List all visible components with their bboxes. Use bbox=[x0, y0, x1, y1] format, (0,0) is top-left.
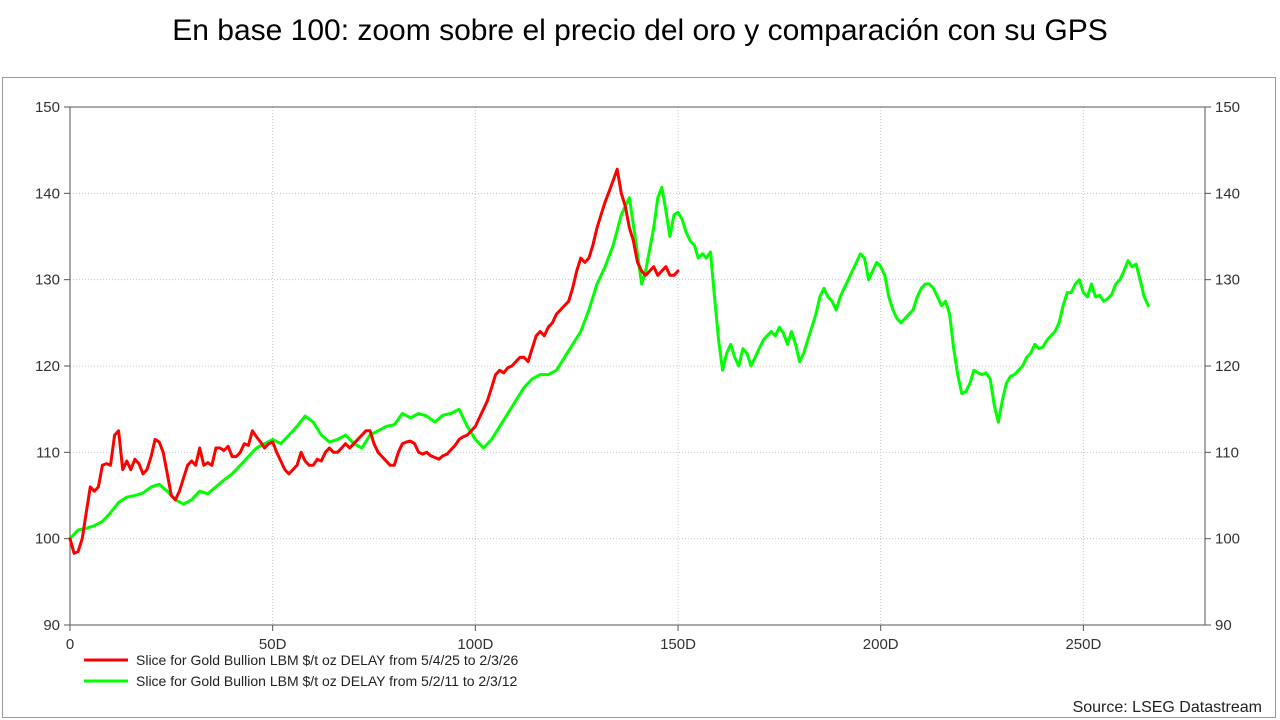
gridlines bbox=[70, 107, 1205, 625]
y-tick-label-right: 120 bbox=[1215, 358, 1240, 375]
legend-label: Slice for Gold Bullion LBM $/t oz DELAY … bbox=[136, 673, 518, 689]
y-tick-label-right: 150 bbox=[1215, 99, 1240, 116]
x-tick-label: 100D bbox=[457, 636, 493, 653]
legend: Slice for Gold Bullion LBM $/t oz DELAY … bbox=[84, 652, 519, 689]
x-tick-label: 250D bbox=[1065, 636, 1101, 653]
chart-title: En base 100: zoom sobre el precio del or… bbox=[172, 14, 1108, 47]
y-tick-label-right: 140 bbox=[1215, 185, 1240, 202]
legend-label: Slice for Gold Bullion LBM $/t oz DELAY … bbox=[136, 652, 519, 668]
series-line-2025 bbox=[68, 167, 680, 555]
y-tick-label-left: 130 bbox=[35, 272, 60, 289]
x-tick-label: 0 bbox=[66, 636, 74, 653]
x-tick-label: 150D bbox=[660, 636, 696, 653]
plot-area-border bbox=[69, 106, 1206, 626]
y-tick-label-left: 120 bbox=[35, 358, 60, 375]
y-tick-label-left: 100 bbox=[35, 531, 60, 548]
y-tick-label-right: 130 bbox=[1215, 272, 1240, 289]
y-tick-label-right: 100 bbox=[1215, 531, 1240, 548]
y-tick-label-left: 140 bbox=[35, 185, 60, 202]
chart-frame bbox=[2, 77, 1276, 718]
axes: 90 90 100 100 110 110 120 120 130 130 140 140 150 150… bbox=[35, 99, 1240, 653]
x-tick-label: 200D bbox=[863, 636, 899, 653]
y-tick-label-left: 150 bbox=[35, 99, 60, 116]
y-tick-label-left: 90 bbox=[43, 617, 60, 634]
y-tick-label-left: 110 bbox=[36, 444, 60, 461]
source-label: Source: LSEG Datastream bbox=[1073, 699, 1262, 716]
y-tick-label-right: 90 bbox=[1215, 617, 1232, 634]
series-line-2011 bbox=[68, 185, 1150, 541]
x-tick-label: 50D bbox=[259, 636, 287, 653]
series-lines bbox=[68, 167, 1150, 555]
y-tick-label-right: 110 bbox=[1215, 444, 1239, 461]
